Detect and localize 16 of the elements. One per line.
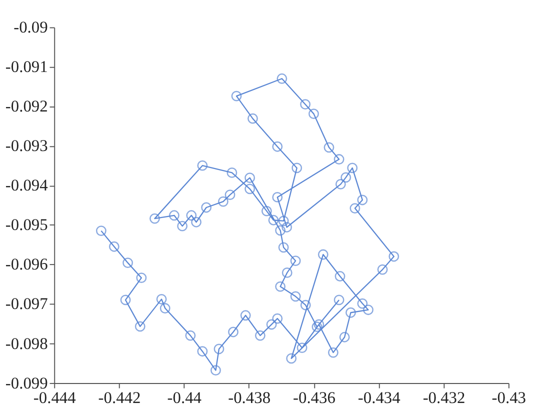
- x-tick-label: -0.43: [492, 388, 526, 407]
- y-tick-label: -0.092: [5, 96, 48, 116]
- x-tick-label: -0.442: [98, 388, 141, 407]
- x-tick-label: -0.438: [228, 388, 271, 407]
- y-tick-label: -0.09: [14, 18, 48, 37]
- y-tick-label: -0.097: [5, 294, 48, 314]
- y-tick-label: -0.094: [5, 176, 48, 195]
- x-tick-label: -0.436: [293, 388, 336, 407]
- x-tick-label: -0.44: [167, 388, 202, 407]
- x-tick-label: -0.434: [358, 388, 400, 407]
- x-tick-label: -0.432: [422, 388, 466, 407]
- y-tick-label: -0.093: [5, 136, 48, 156]
- y-tick-label: -0.098: [5, 334, 48, 353]
- y-tick-label: -0.095: [5, 215, 48, 234]
- y-tick-label: -0.091: [5, 57, 48, 76]
- y-tick-label: -0.096: [5, 254, 48, 274]
